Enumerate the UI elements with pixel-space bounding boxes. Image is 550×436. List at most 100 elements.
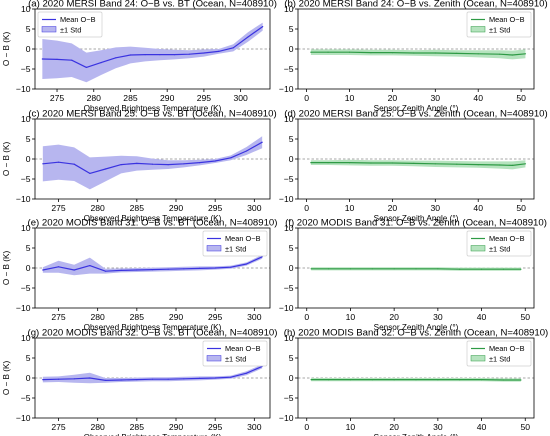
x-tick-label: 10 bbox=[346, 422, 356, 432]
x-tick-label: 0 bbox=[304, 312, 309, 322]
mean-point bbox=[159, 54, 161, 56]
x-tick-label: 295 bbox=[197, 93, 212, 103]
mean-point bbox=[57, 378, 60, 380]
mean-point bbox=[247, 36, 249, 38]
y-tick-label: 0 bbox=[26, 263, 31, 273]
mean-point bbox=[262, 26, 264, 28]
mean-point bbox=[230, 157, 232, 159]
panel-title: (c) 2020 MERSI Band 25: O−B vs. BT (Ocea… bbox=[28, 109, 276, 120]
y-tick-label: 5 bbox=[26, 243, 31, 253]
mean-point bbox=[136, 269, 138, 271]
mean-point bbox=[371, 268, 373, 270]
x-tick-label: 50 bbox=[520, 422, 530, 432]
mean-point bbox=[85, 66, 88, 68]
mean-point bbox=[327, 51, 329, 53]
legend-label-mean: Mean O−B bbox=[489, 344, 525, 353]
mean-point bbox=[499, 53, 501, 55]
x-tick-label: 300 bbox=[233, 93, 248, 103]
x-axis-label: Observed Brightness Temperature (K) bbox=[84, 104, 222, 113]
mean-point bbox=[245, 263, 248, 265]
mean-point bbox=[393, 379, 395, 381]
x-axis-label: Sensor Zenith Angle (°) bbox=[374, 214, 459, 223]
y-tick-label: 10 bbox=[21, 4, 31, 14]
panel-title: (d) 2020 MERSI Band 25: O−B vs. Zenith (… bbox=[284, 109, 547, 120]
legend-label-std: ±1 Std bbox=[489, 355, 510, 364]
y-tick-label: −5 bbox=[21, 64, 31, 74]
x-tick-label: 10 bbox=[345, 93, 355, 103]
x-tick-label: 300 bbox=[247, 422, 262, 432]
y-tick-label: −5 bbox=[284, 393, 294, 403]
x-tick-label: 30 bbox=[433, 422, 443, 432]
y-tick-label: 10 bbox=[21, 223, 31, 233]
legend: Mean O−B ±1 Std bbox=[202, 340, 268, 367]
mean-point bbox=[349, 379, 352, 381]
mean-point bbox=[144, 54, 146, 56]
mean-point bbox=[120, 164, 122, 166]
x-tick-label: 290 bbox=[160, 93, 175, 103]
mean-point bbox=[261, 256, 263, 258]
x-axis-label: Observed Brightness Temperature (K) bbox=[84, 323, 222, 332]
mean-point bbox=[183, 378, 185, 380]
chart-panel-1: (a) 2020 MERSI Band 24: O−B vs. BT (Ocea… bbox=[2, 0, 277, 113]
legend-swatch-band bbox=[470, 355, 486, 362]
mean-point bbox=[120, 379, 122, 381]
chart-panel-4: (d) 2020 MERSI Band 25: O−B vs. Zenith (… bbox=[279, 109, 548, 224]
x-tick-label: 285 bbox=[130, 312, 145, 322]
mean-point bbox=[434, 163, 436, 165]
x-tick-label: 40 bbox=[477, 422, 487, 432]
mean-point bbox=[348, 162, 351, 164]
legend-label-std: ±1 Std bbox=[225, 245, 246, 254]
chart-panel-3: (c) 2020 MERSI Band 25: O−B vs. BT (Ocea… bbox=[2, 109, 277, 224]
legend-label-std: ±1 Std bbox=[489, 245, 510, 254]
y-tick-label: 10 bbox=[284, 223, 294, 233]
legend-label-std: ±1 Std bbox=[60, 26, 81, 35]
mean-point bbox=[198, 267, 201, 269]
y-tick-label: 5 bbox=[26, 134, 31, 144]
mean-point bbox=[129, 54, 132, 56]
mean-point bbox=[41, 58, 43, 60]
mean-point bbox=[393, 268, 395, 270]
mean-point bbox=[71, 59, 73, 61]
legend-swatch-band bbox=[41, 26, 57, 33]
y-tick-label: 0 bbox=[26, 373, 31, 383]
y-tick-label: 0 bbox=[26, 154, 31, 164]
mean-point bbox=[499, 164, 501, 166]
mean-point bbox=[100, 62, 102, 64]
mean-point bbox=[42, 269, 44, 271]
mean-point bbox=[183, 163, 185, 165]
legend-label-std: ±1 Std bbox=[489, 26, 510, 35]
mean-point bbox=[203, 52, 205, 54]
mean-point bbox=[502, 268, 505, 270]
x-tick-label: 20 bbox=[388, 93, 398, 103]
panel-title: (a) 2020 MERSI Band 24: O−B vs. BT (Ocea… bbox=[28, 0, 277, 10]
x-tick-label: 0 bbox=[304, 422, 309, 432]
y-tick-label: −10 bbox=[16, 303, 31, 313]
panel-title: (b) 2020 MERSI Band 24: O−B vs. Zenith (… bbox=[284, 0, 547, 10]
x-tick-label: 285 bbox=[123, 93, 138, 103]
mean-point bbox=[73, 163, 75, 165]
chart-panel-8: (h) 2020 MODIS Band 32: O−B vs. Zenith (… bbox=[279, 328, 548, 436]
mean-point bbox=[310, 162, 312, 164]
mean-point bbox=[214, 377, 216, 379]
y-tick-label: 5 bbox=[289, 353, 294, 363]
x-tick-label: 275 bbox=[51, 422, 66, 432]
x-tick-label: 285 bbox=[130, 203, 145, 213]
y-axis-label: O − B (K) bbox=[2, 142, 11, 177]
x-tick-label: 295 bbox=[208, 312, 223, 322]
mean-point bbox=[310, 51, 312, 53]
x-axis-label: Sensor Zenith Angle (°) bbox=[374, 433, 459, 436]
y-tick-label: −5 bbox=[21, 393, 31, 403]
legend: Mean O−B ±1 Std bbox=[466, 11, 532, 38]
legend-swatch-band bbox=[470, 26, 486, 33]
y-tick-label: 0 bbox=[26, 44, 31, 54]
mean-point bbox=[520, 268, 522, 270]
mean-point bbox=[477, 53, 479, 55]
std-band-series-1 bbox=[42, 254, 263, 276]
mean-point bbox=[56, 58, 58, 61]
mean-point bbox=[188, 53, 190, 55]
mean-point bbox=[104, 270, 107, 272]
mean-point bbox=[151, 378, 154, 380]
x-axis-label: Sensor Zenith Angle (°) bbox=[374, 104, 459, 113]
y-tick-label: −10 bbox=[279, 413, 294, 423]
